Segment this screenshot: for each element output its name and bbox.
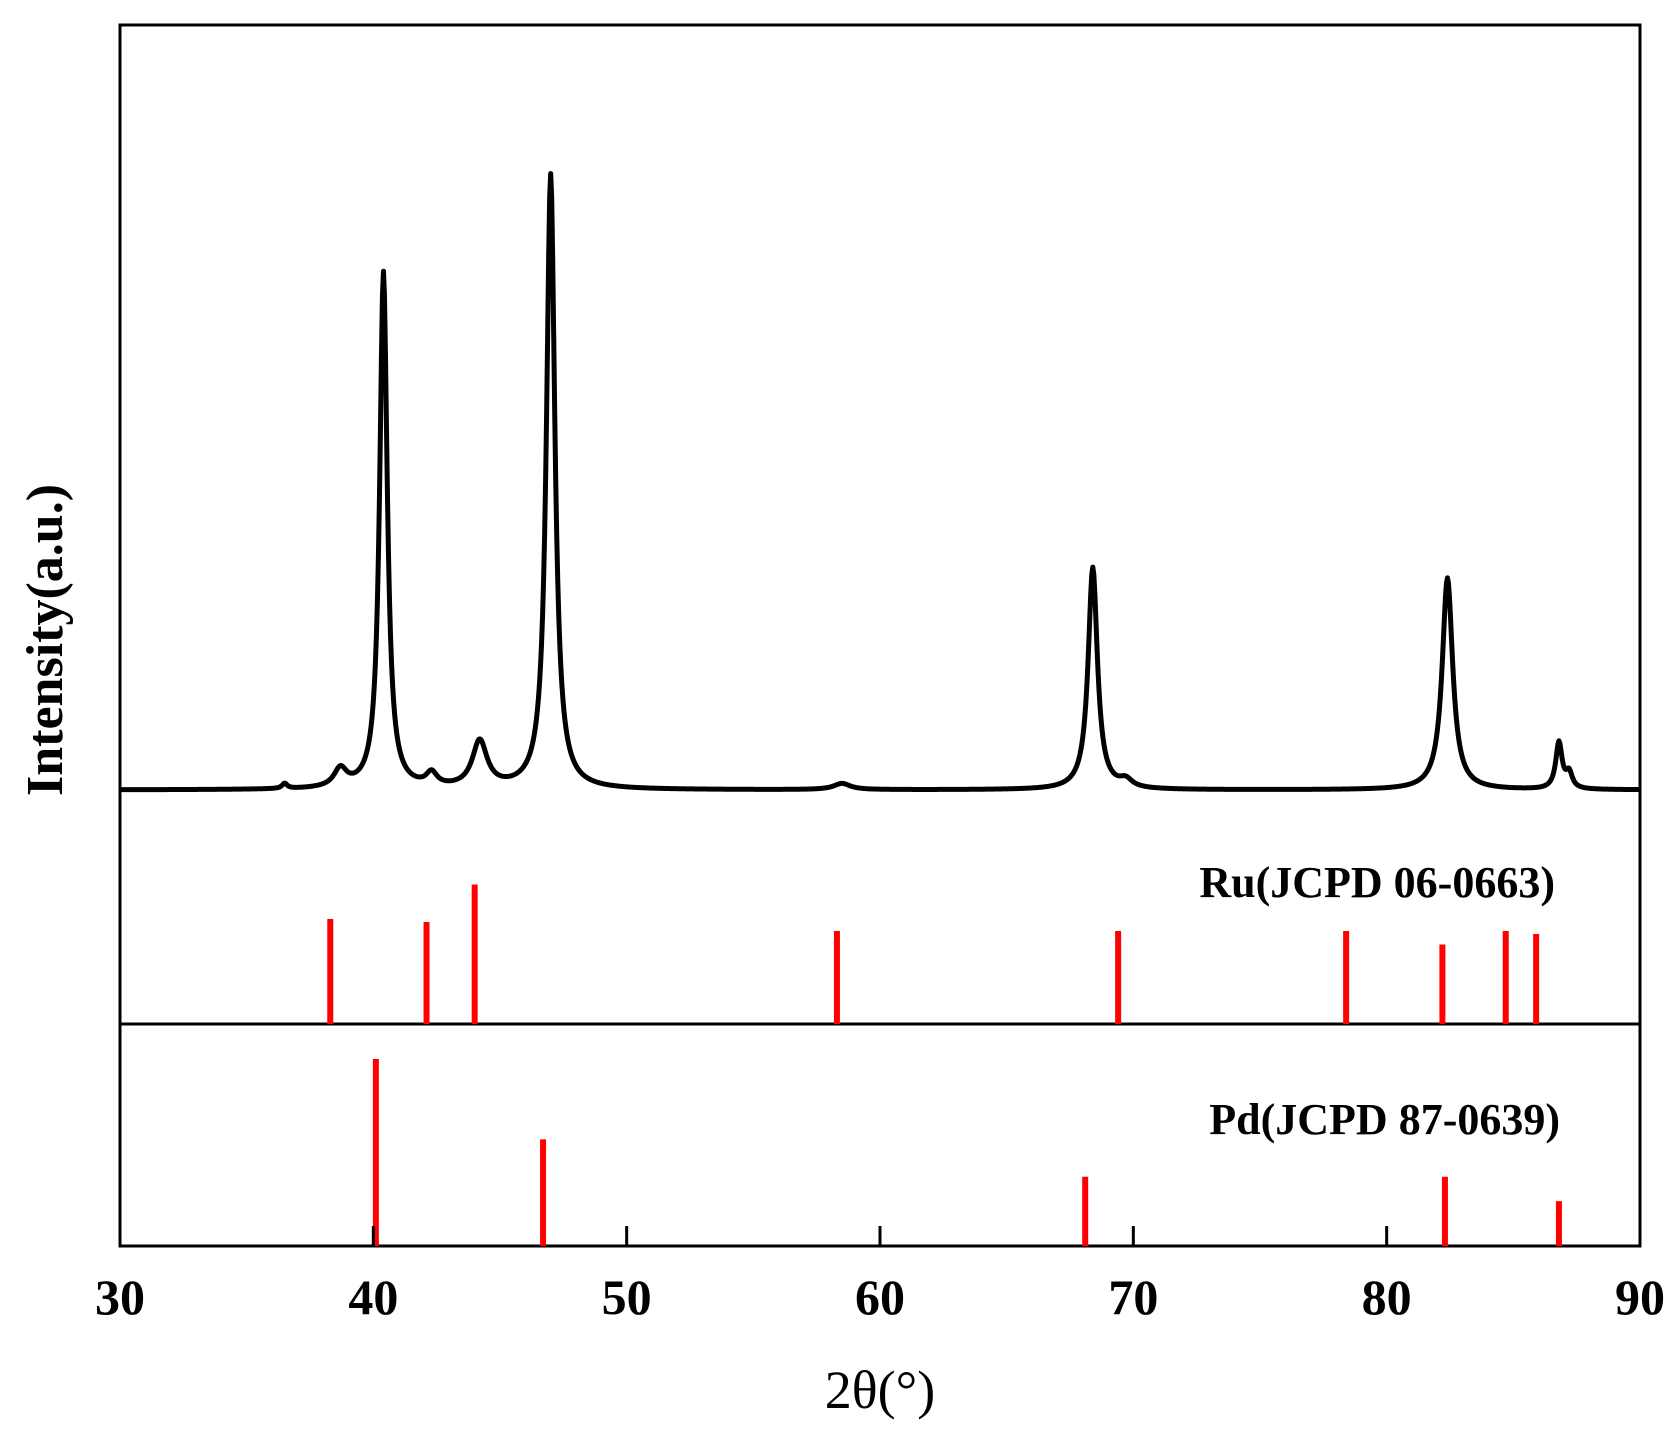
xrd-pattern-line: [118, 171, 1642, 793]
plot-frame: [118, 23, 1642, 1248]
x-tick-label-40: 40: [348, 1269, 398, 1325]
x-tick-label-90: 90: [1615, 1269, 1665, 1325]
x-tick-label-60: 60: [855, 1269, 905, 1325]
xrd-trace: [118, 171, 1642, 793]
panel-frames: [118, 23, 1642, 1248]
pd-reference-label: Pd(JCPD 87-0639): [1209, 1095, 1560, 1144]
ru-reference-label: Ru(JCPD 06-0663): [1199, 858, 1555, 907]
x-axis-title: 2θ(°): [825, 1360, 935, 1420]
x-tick-label-50: 50: [602, 1269, 652, 1325]
y-axis-title: Intensity(a.u.): [17, 484, 74, 796]
x-tick-label-80: 80: [1362, 1269, 1412, 1325]
x-tick-label-70: 70: [1108, 1269, 1158, 1325]
x-tick-label-30: 30: [95, 1269, 145, 1325]
x-axis-ticks: 30 40 50 60 70 80 90: [95, 1226, 1665, 1325]
reference-patterns: [327, 884, 1562, 1246]
